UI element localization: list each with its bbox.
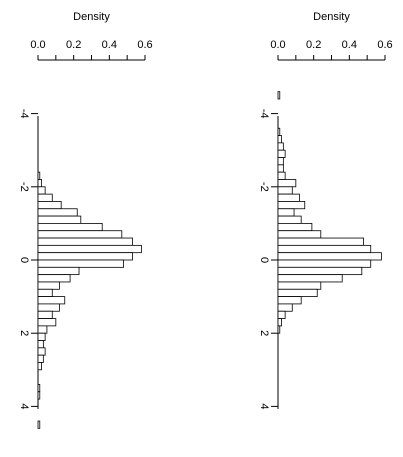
histogram-bar <box>37 281 60 290</box>
histogram-bar <box>37 230 123 239</box>
histogram-bar <box>277 288 318 297</box>
histogram-bar <box>277 215 302 224</box>
histogram-bar <box>37 340 44 349</box>
histogram-bar <box>277 222 313 232</box>
x-tick-label: 0.2 <box>306 39 321 51</box>
y-tick-label: -4 <box>258 109 270 119</box>
histogram-bar <box>277 266 363 276</box>
y-tick-label: 0 <box>258 257 270 263</box>
histogram-bar <box>37 354 44 363</box>
histogram-bar <box>37 215 82 224</box>
y-tick-label: 4 <box>258 403 270 409</box>
histogram-panel: Density 0.0 0.2 0.4 0.6 -4 -2 0 2 4 <box>18 11 153 429</box>
histogram-bar <box>277 303 293 312</box>
x-tick-label: 0.4 <box>342 39 357 51</box>
histogram-bar <box>277 91 281 100</box>
histogram-bar <box>37 266 80 276</box>
histogram-bar <box>277 193 300 202</box>
x-tick-label: 0.6 <box>137 39 152 51</box>
histogram-bar <box>277 149 286 158</box>
histogram-bar <box>277 127 281 136</box>
histogram-bar <box>37 303 60 312</box>
histogram-bar <box>37 237 133 246</box>
histogram-bar <box>37 325 48 334</box>
histogram-bar <box>277 230 322 239</box>
y-tick-label: 4 <box>18 403 30 409</box>
histogram-bar <box>277 179 297 188</box>
histogram-bar <box>37 310 53 319</box>
histogram-bar <box>37 193 53 202</box>
x-tick-label: 0.4 <box>102 39 117 51</box>
histogram-bar <box>37 252 133 261</box>
x-axis-title: Density <box>313 11 350 23</box>
histogram-bar <box>37 179 42 188</box>
histogram-bar <box>277 252 382 261</box>
histogram-panel: Density 0.0 0.2 0.4 0.6 -4 -2 0 2 4 <box>258 11 393 409</box>
histogram-bar <box>277 318 282 327</box>
histogram-bar <box>37 391 41 400</box>
histogram-bar <box>277 274 343 283</box>
histogram-bar <box>37 384 41 393</box>
histogram-bar <box>37 296 66 305</box>
histogram-bar <box>37 332 46 341</box>
histogram-bar <box>37 420 41 429</box>
histogram-bar <box>277 135 282 144</box>
histogram-bar <box>37 259 124 268</box>
histogram-bar <box>37 318 57 327</box>
histogram-bar <box>37 208 78 217</box>
y-tick-label: 2 <box>18 330 30 336</box>
histogram-bar <box>277 244 372 254</box>
x-tick-label: 0.0 <box>30 39 45 51</box>
y-tick-label: -2 <box>258 182 270 192</box>
histogram-bar <box>277 208 295 217</box>
histogram-bar <box>37 201 62 210</box>
histogram-bar <box>37 171 41 180</box>
histogram-bar <box>37 274 71 283</box>
x-tick-label: 0.0 <box>270 39 285 51</box>
histogram-bar <box>277 310 286 319</box>
y-tick-label: 2 <box>258 330 270 336</box>
histogram-bar <box>277 201 306 210</box>
histogram-bar <box>277 325 281 334</box>
histogram-bar <box>277 142 284 151</box>
histogram-bar <box>37 347 46 356</box>
histogram-bar <box>37 244 142 254</box>
histogram-bar <box>37 222 103 232</box>
histogram-bar <box>277 157 284 166</box>
histogram-bar <box>37 186 46 195</box>
histogram-bar <box>37 288 53 297</box>
histogram-bar <box>277 164 284 173</box>
y-tick-label: -2 <box>18 182 30 192</box>
y-tick-label: 0 <box>18 257 30 263</box>
histogram-bar <box>277 237 364 246</box>
x-tick-label: 0.6 <box>377 39 392 51</box>
x-axis-title: Density <box>73 11 110 23</box>
histogram-bar <box>277 259 372 268</box>
y-tick-label: -4 <box>18 109 30 119</box>
histogram-bar <box>277 296 302 305</box>
histogram-bar <box>277 186 293 195</box>
histogram-bar <box>277 171 286 180</box>
histogram-bar <box>277 281 322 290</box>
x-tick-label: 0.2 <box>66 39 81 51</box>
histogram-bar <box>37 362 42 371</box>
